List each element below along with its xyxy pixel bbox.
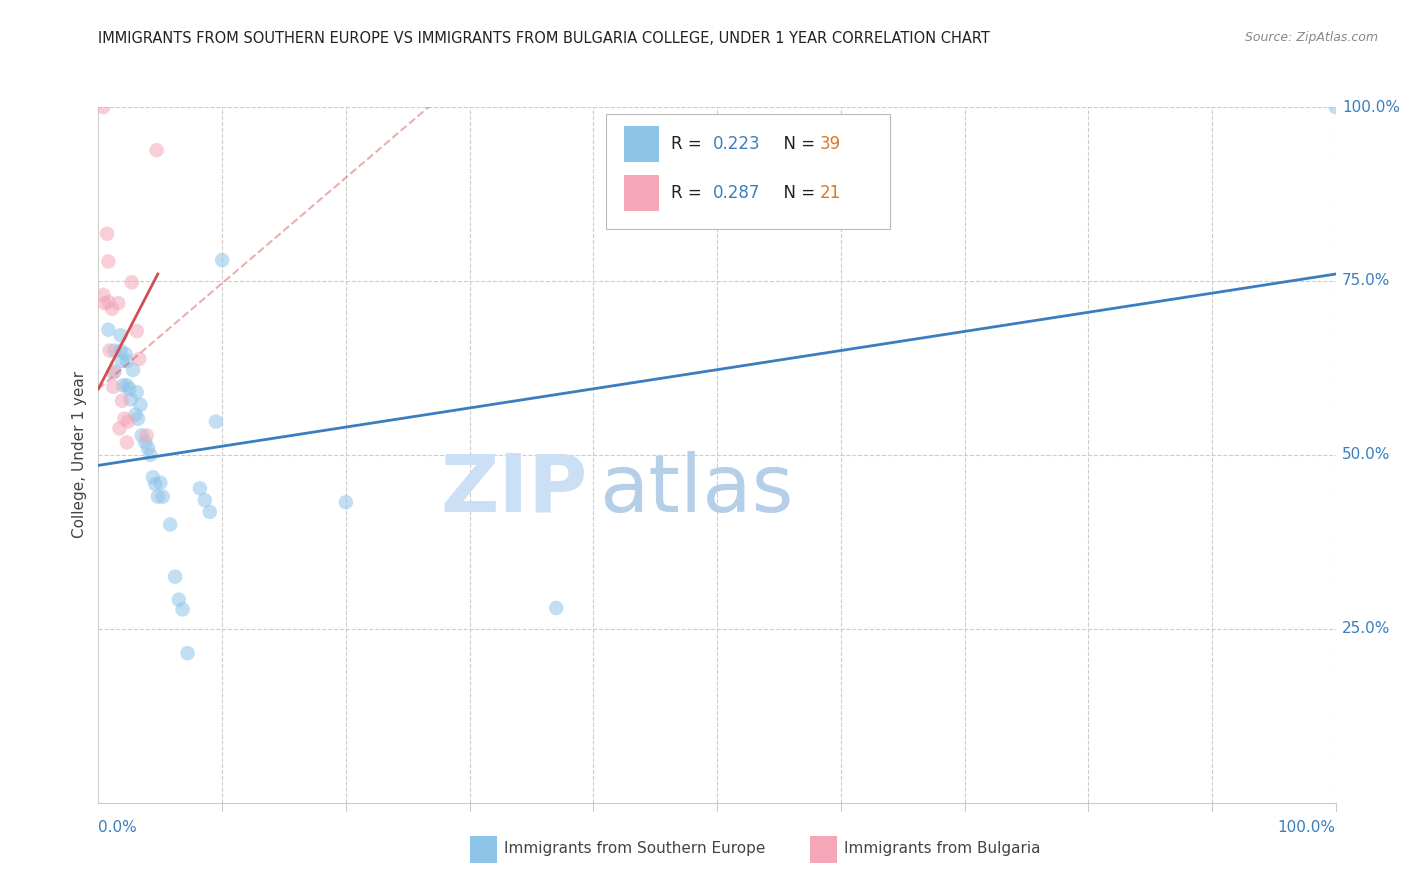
Point: [93, 100, 115, 114]
FancyBboxPatch shape: [810, 836, 837, 863]
Point: [135, 428, 157, 442]
Point: [205, 415, 228, 429]
Point: [110, 343, 132, 358]
Text: Immigrants from Bulgaria: Immigrants from Bulgaria: [845, 840, 1040, 855]
Point: [146, 490, 169, 504]
Text: R =: R =: [671, 135, 707, 153]
Point: [101, 301, 124, 316]
Point: [143, 477, 166, 491]
Point: [97, 323, 120, 337]
Point: [121, 276, 143, 290]
Point: [110, 328, 132, 343]
Point: [136, 441, 159, 455]
Point: [96, 227, 118, 241]
Point: [165, 570, 187, 584]
FancyBboxPatch shape: [470, 836, 496, 863]
Point: [546, 601, 568, 615]
Point: [124, 408, 146, 422]
Point: [111, 393, 134, 408]
Text: 39: 39: [820, 135, 841, 153]
Point: [188, 481, 211, 495]
Point: [108, 421, 131, 435]
Point: [97, 254, 120, 268]
Text: 21: 21: [820, 184, 841, 202]
Point: [112, 411, 135, 425]
Point: [172, 602, 194, 616]
Point: [176, 646, 198, 660]
Point: [115, 354, 138, 368]
Text: 25.0%: 25.0%: [1341, 622, 1391, 636]
Text: Source: ZipAtlas.com: Source: ZipAtlas.com: [1244, 31, 1378, 45]
Point: [149, 475, 172, 490]
Text: N =: N =: [773, 184, 820, 202]
Text: N =: N =: [773, 135, 820, 153]
Point: [117, 415, 139, 429]
Text: R =: R =: [671, 184, 707, 202]
Point: [118, 382, 141, 396]
Point: [159, 517, 181, 532]
Point: [145, 143, 167, 157]
Text: ZIP: ZIP: [440, 450, 588, 529]
Point: [194, 493, 217, 508]
Point: [103, 343, 125, 358]
Text: Immigrants from Southern Europe: Immigrants from Southern Europe: [505, 840, 766, 855]
Text: 100.0%: 100.0%: [1278, 821, 1336, 835]
FancyBboxPatch shape: [624, 126, 659, 162]
Point: [134, 435, 156, 450]
Point: [128, 351, 150, 366]
Point: [1324, 100, 1347, 114]
Point: [103, 380, 125, 394]
Point: [97, 294, 120, 309]
Point: [93, 288, 115, 302]
Text: atlas: atlas: [599, 450, 794, 529]
Point: [211, 253, 233, 268]
Point: [127, 411, 149, 425]
Point: [167, 592, 190, 607]
Point: [122, 363, 145, 377]
Point: [152, 490, 174, 504]
Point: [129, 398, 152, 412]
Point: [103, 366, 125, 380]
Point: [335, 495, 357, 509]
Point: [142, 470, 165, 484]
Point: [98, 343, 121, 358]
Point: [93, 296, 115, 310]
Point: [139, 448, 162, 462]
Point: [112, 378, 135, 392]
Point: [198, 505, 221, 519]
Text: 50.0%: 50.0%: [1341, 448, 1391, 462]
Point: [107, 296, 129, 310]
Point: [125, 324, 148, 338]
Text: 100.0%: 100.0%: [1341, 100, 1400, 114]
Point: [103, 364, 125, 378]
FancyBboxPatch shape: [606, 114, 890, 229]
Point: [115, 435, 138, 450]
Point: [125, 385, 148, 400]
Text: 0.287: 0.287: [713, 184, 761, 202]
Y-axis label: College, Under 1 year: College, Under 1 year: [72, 371, 87, 539]
Point: [114, 347, 136, 361]
Text: 0.0%: 0.0%: [98, 821, 138, 835]
FancyBboxPatch shape: [624, 175, 659, 211]
Point: [120, 392, 142, 407]
Point: [131, 428, 153, 442]
Point: [115, 378, 138, 392]
Text: IMMIGRANTS FROM SOUTHERN EUROPE VS IMMIGRANTS FROM BULGARIA COLLEGE, UNDER 1 YEA: IMMIGRANTS FROM SOUTHERN EUROPE VS IMMIG…: [98, 31, 990, 46]
Text: 0.223: 0.223: [713, 135, 761, 153]
Point: [111, 354, 134, 368]
Text: 75.0%: 75.0%: [1341, 274, 1391, 288]
